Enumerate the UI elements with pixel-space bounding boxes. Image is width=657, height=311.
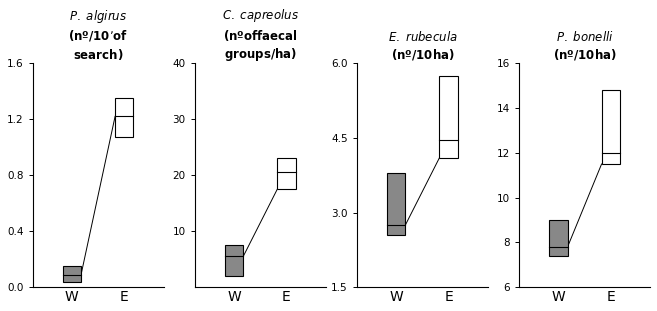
Title: $\bf\it{P.}$ $\bf\it{algirus}$
$\bf{(nº/10’ of}$
$\bf{search)}$: $\bf\it{P.}$ $\bf\it{algirus}$ $\bf{(nº/… (68, 8, 128, 62)
Bar (440, 76, 458, 158)
Bar (62, 266, 81, 282)
Title: $\bf\it{P.}$ $\bf\it{bonelli}$
$\bf{(nº/10 ha)}$: $\bf\it{P.}$ $\bf\it{bonelli}$ $\bf{(nº/… (553, 30, 616, 63)
Bar (115, 98, 133, 137)
Bar (387, 173, 405, 235)
Bar (225, 245, 243, 276)
Bar (602, 90, 620, 164)
Bar (277, 158, 296, 189)
Title: $\bf\it{E.}$ $\bf\it{rubecula}$
$\bf{(nº/10 ha)}$: $\bf\it{E.}$ $\bf\it{rubecula}$ $\bf{(nº… (388, 30, 457, 63)
Bar (549, 220, 568, 256)
Title: $\bf\it{C.}$ $\bf\it{capreolus}$
$\bf{(nº of faecal}$
$\bf{groups/ha)}$: $\bf\it{C.}$ $\bf\it{capreolus}$ $\bf{(n… (222, 7, 299, 63)
